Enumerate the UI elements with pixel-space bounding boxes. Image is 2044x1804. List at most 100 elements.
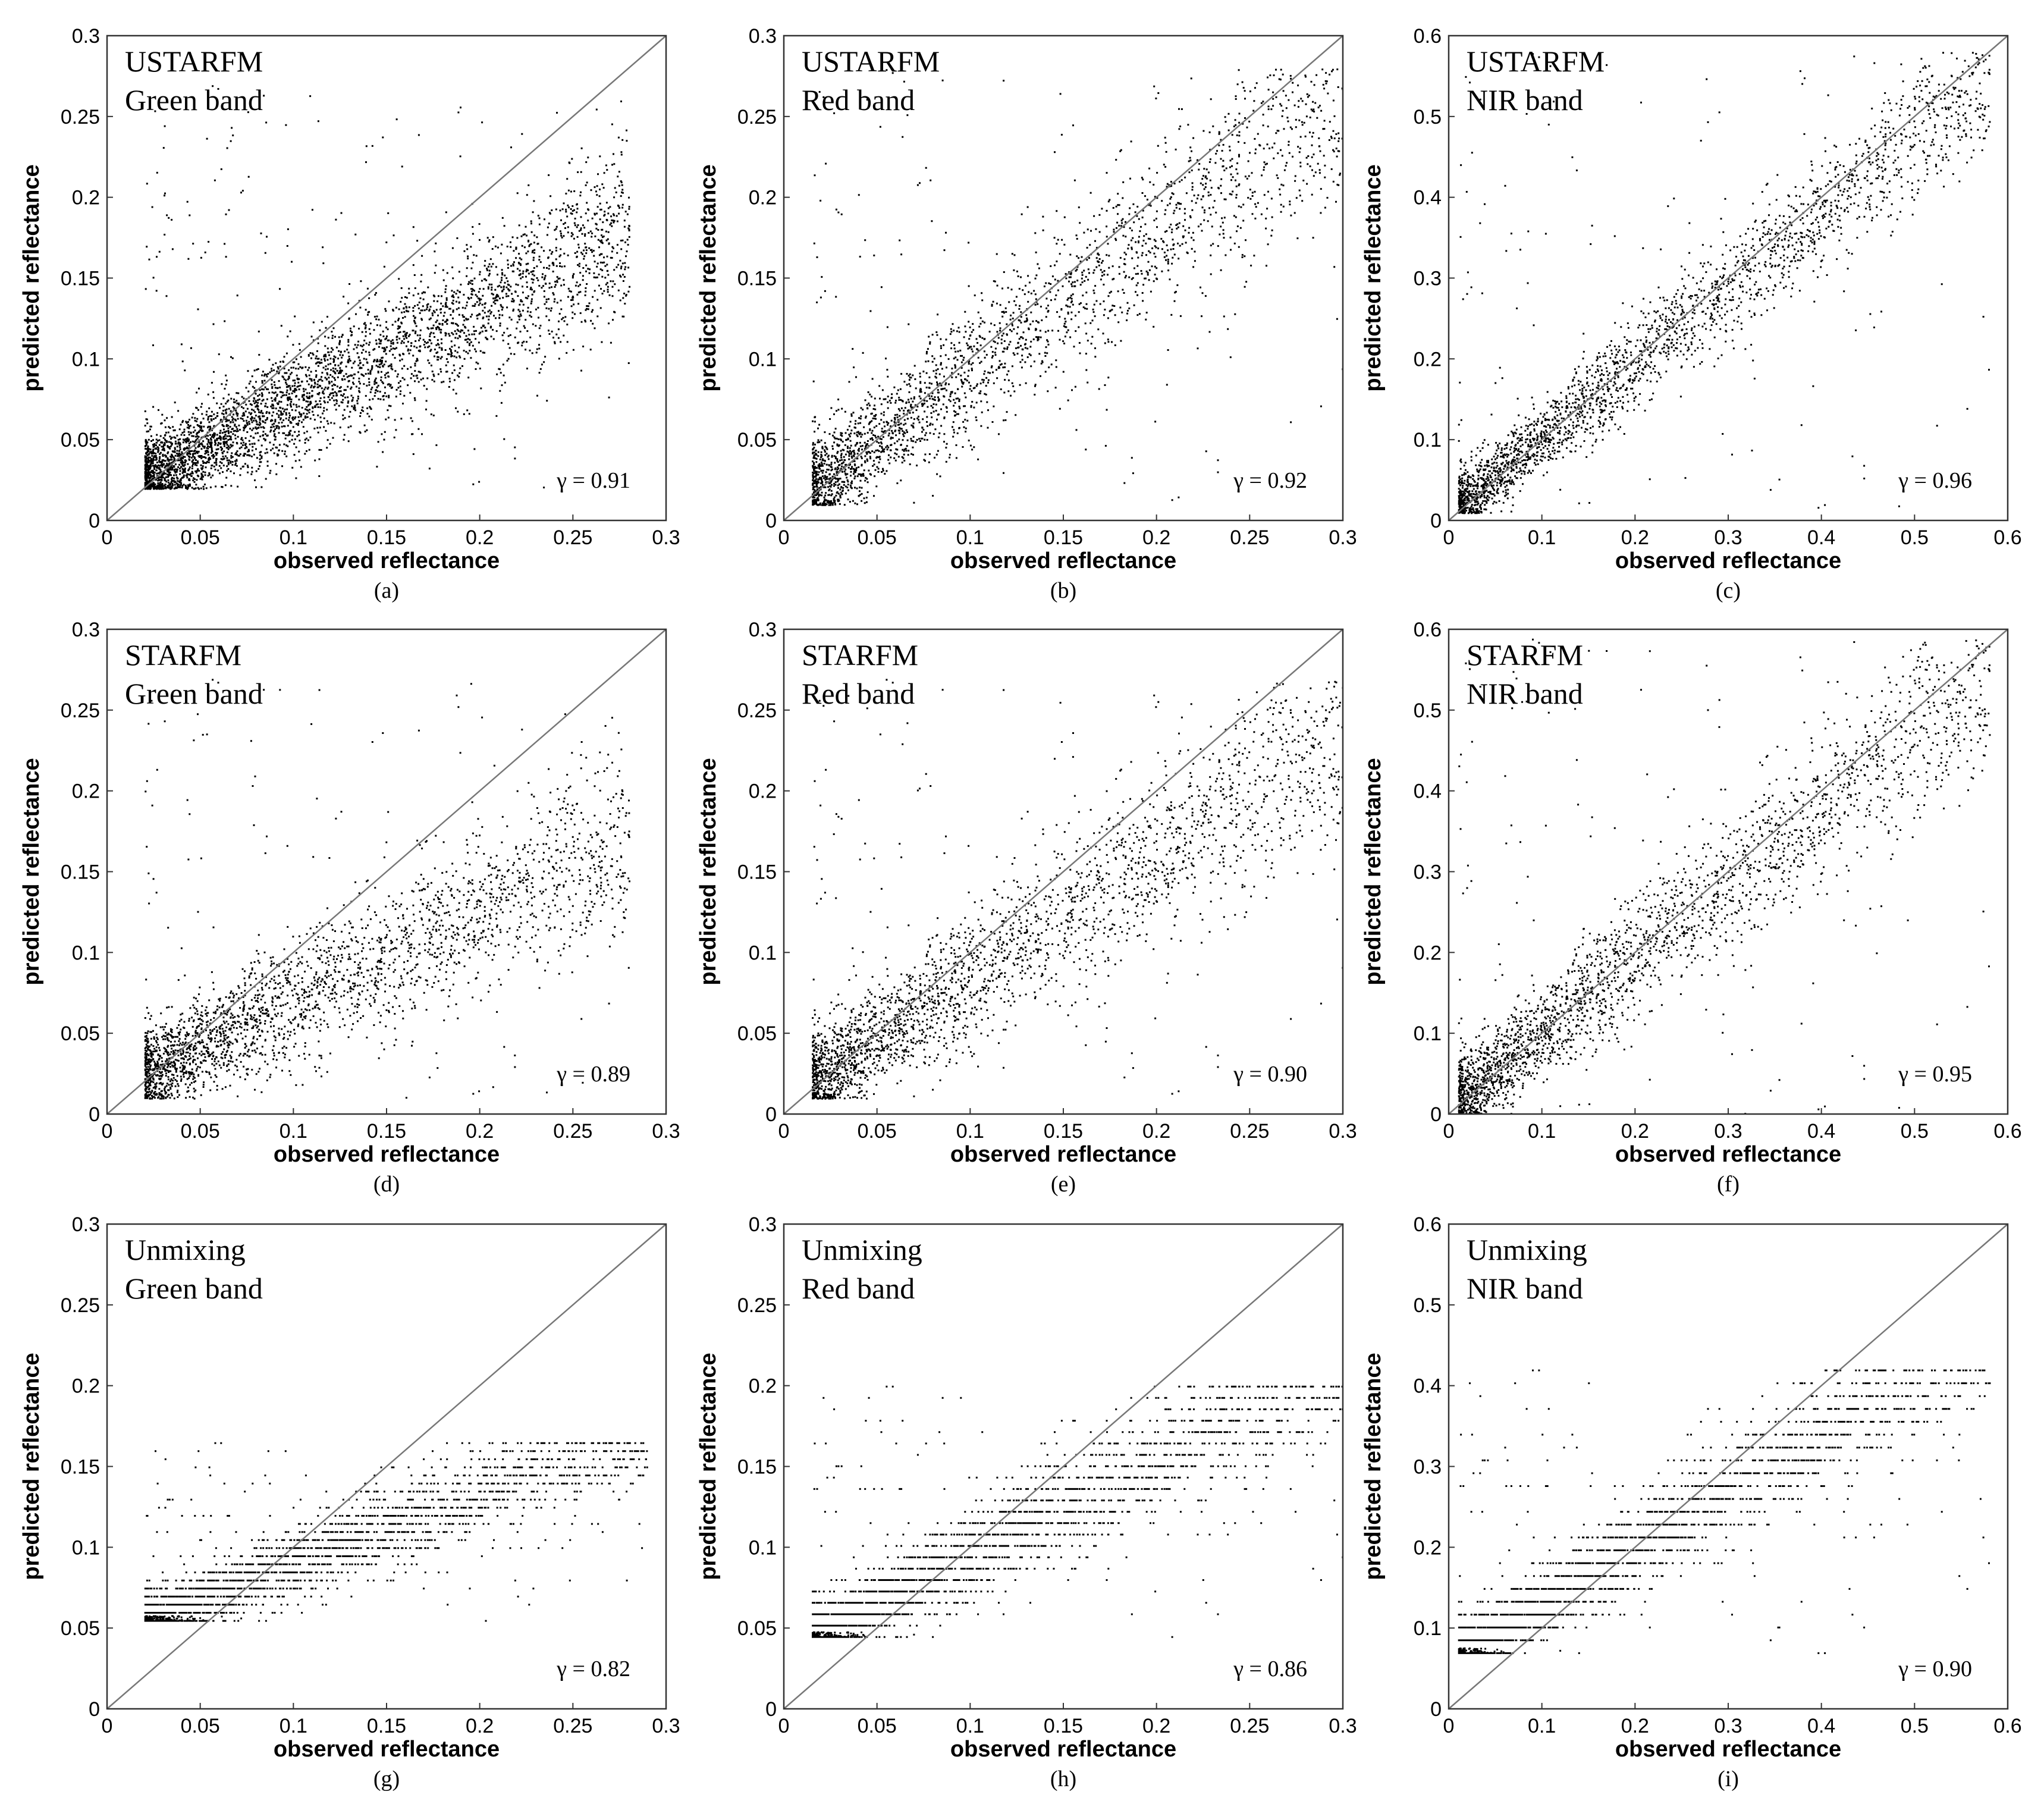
band-label: Red band bbox=[802, 83, 915, 117]
y-tick-label: 0.05 bbox=[61, 429, 100, 451]
correlation-label: γ = 0.89 bbox=[556, 1062, 630, 1087]
x-tick-label: 0 bbox=[1443, 1120, 1455, 1143]
y-tick-label: 0.15 bbox=[737, 1456, 777, 1479]
y-tick-label: 0.3 bbox=[72, 1213, 100, 1236]
correlation-label: γ = 0.96 bbox=[1898, 468, 1972, 493]
y-axis-label: predicted reflectance bbox=[696, 1353, 721, 1580]
x-tick-label: 0.5 bbox=[1901, 526, 1929, 549]
method-label: Unmixing bbox=[802, 1233, 922, 1266]
y-tick-label: 0 bbox=[1430, 510, 1442, 532]
x-tick-label: 0.15 bbox=[367, 526, 406, 549]
x-tick-label: 0.2 bbox=[1142, 1715, 1170, 1737]
scatter-points bbox=[144, 679, 630, 1100]
y-tick-label: 0 bbox=[89, 1103, 100, 1126]
y-axis-label: predicted reflectance bbox=[19, 1353, 44, 1580]
y-tick-label: 0.25 bbox=[737, 699, 777, 722]
y-tick-label: 0.25 bbox=[61, 106, 100, 128]
x-tick-label: 0.4 bbox=[1807, 526, 1835, 549]
x-tick-label: 0.3 bbox=[1329, 526, 1357, 549]
band-label: Green band bbox=[125, 677, 263, 710]
y-tick-label: 0.25 bbox=[61, 1294, 100, 1317]
x-tick-label: 0.1 bbox=[1528, 1120, 1556, 1143]
x-tick-label: 0 bbox=[1443, 526, 1455, 549]
y-tick-label: 0.05 bbox=[61, 1617, 100, 1640]
x-tick-label: 0.15 bbox=[367, 1715, 406, 1737]
scatter-points bbox=[1458, 638, 1991, 1114]
band-label: Green band bbox=[125, 1272, 263, 1305]
x-tick-label: 0 bbox=[778, 526, 790, 549]
correlation-label: γ = 0.92 bbox=[1233, 468, 1307, 493]
x-tick-label: 0.05 bbox=[181, 526, 220, 549]
y-tick-label: 0.6 bbox=[1414, 25, 1442, 48]
x-axis-label: observed reflectance bbox=[950, 1737, 1176, 1762]
one-to-one-line bbox=[1448, 629, 2008, 1115]
y-tick-label: 0 bbox=[765, 1103, 777, 1126]
one-to-one-line bbox=[106, 1223, 667, 1709]
y-tick-label: 0.25 bbox=[737, 106, 777, 128]
x-tick-label: 0.2 bbox=[1621, 1120, 1649, 1143]
x-tick-label: 0.2 bbox=[466, 526, 494, 549]
y-tick-label: 0.25 bbox=[737, 1294, 777, 1317]
x-tick-label: 0.2 bbox=[466, 1715, 494, 1737]
x-tick-label: 0.2 bbox=[1142, 526, 1170, 549]
x-tick-label: 0.25 bbox=[1230, 526, 1269, 549]
x-axis-label: observed reflectance bbox=[950, 548, 1176, 573]
y-tick-label: 0.3 bbox=[749, 619, 777, 641]
method-label: STARFM bbox=[125, 638, 241, 672]
x-tick-label: 0.3 bbox=[1714, 526, 1742, 549]
x-tick-label: 0.25 bbox=[553, 526, 592, 549]
x-axis-label: observed reflectance bbox=[274, 1142, 500, 1167]
y-tick-label: 0.15 bbox=[61, 861, 100, 884]
y-tick-label: 0.3 bbox=[1414, 861, 1442, 884]
y-tick-label: 0.05 bbox=[737, 1022, 777, 1045]
y-axis-label: predicted reflectance bbox=[19, 758, 44, 985]
one-to-one-line bbox=[106, 629, 667, 1115]
scatter-panel-4: 0 0.05 0.1 0.15 0.2 0.25 0.3 0 0.05 0.1 0.15 0.2 0.2… bbox=[19, 619, 680, 1197]
y-tick-label: 0 bbox=[765, 510, 777, 532]
x-tick-label: 0 bbox=[102, 526, 113, 549]
x-tick-label: 0.3 bbox=[652, 1120, 680, 1143]
scatter-points bbox=[812, 1385, 1343, 1638]
x-tick-label: 0.15 bbox=[1044, 526, 1083, 549]
x-tick-label: 0.1 bbox=[1528, 1715, 1556, 1737]
y-tick-label: 0.2 bbox=[1414, 348, 1442, 371]
correlation-label: γ = 0.82 bbox=[556, 1656, 630, 1681]
band-label: NIR band bbox=[1467, 677, 1583, 710]
x-tick-label: 0.3 bbox=[1329, 1120, 1357, 1143]
one-to-one-line bbox=[106, 35, 667, 521]
y-tick-label: 0 bbox=[89, 1698, 100, 1721]
x-axis-label: observed reflectance bbox=[1615, 1737, 1841, 1762]
method-label: USTARFM bbox=[125, 45, 263, 78]
y-tick-label: 0.6 bbox=[1414, 619, 1442, 641]
one-to-one-line bbox=[783, 629, 1343, 1115]
x-tick-label: 0.25 bbox=[553, 1715, 592, 1737]
x-tick-label: 0 bbox=[1443, 1715, 1455, 1737]
y-tick-label: 0.3 bbox=[749, 25, 777, 48]
method-label: USTARFM bbox=[1467, 45, 1605, 78]
y-tick-label: 0.5 bbox=[1414, 1294, 1442, 1317]
x-axis-label: observed reflectance bbox=[274, 1737, 500, 1762]
x-axis-label: observed reflectance bbox=[1615, 548, 1841, 573]
band-label: NIR band bbox=[1467, 83, 1583, 117]
y-tick-label: 0.3 bbox=[72, 619, 100, 641]
x-tick-label: 0.3 bbox=[652, 526, 680, 549]
y-tick-label: 0.1 bbox=[72, 1536, 100, 1559]
y-tick-label: 0.4 bbox=[1414, 187, 1442, 209]
y-tick-label: 0.1 bbox=[72, 942, 100, 964]
x-tick-label: 0 bbox=[102, 1715, 113, 1737]
x-tick-label: 0.1 bbox=[956, 526, 984, 549]
y-tick-label: 0.3 bbox=[72, 25, 100, 48]
y-axis-label: predicted reflectance bbox=[696, 164, 721, 391]
one-to-one-line bbox=[783, 1223, 1343, 1709]
scatter-points bbox=[144, 1442, 648, 1622]
panel-label: (i) bbox=[1718, 1767, 1739, 1792]
x-tick-label: 0.3 bbox=[1714, 1120, 1742, 1143]
x-tick-label: 0.2 bbox=[1142, 1120, 1170, 1143]
scatter-panel-1: 0 0.05 0.1 0.15 0.2 0.25 0.3 0 0.05 0.1 0.15 0.2 0.2… bbox=[19, 25, 680, 603]
panel-label: (g) bbox=[373, 1767, 400, 1792]
y-tick-label: 0.1 bbox=[72, 348, 100, 371]
x-tick-label: 0.1 bbox=[1528, 526, 1556, 549]
method-label: STARFM bbox=[802, 638, 918, 672]
y-tick-label: 0.2 bbox=[72, 780, 100, 803]
